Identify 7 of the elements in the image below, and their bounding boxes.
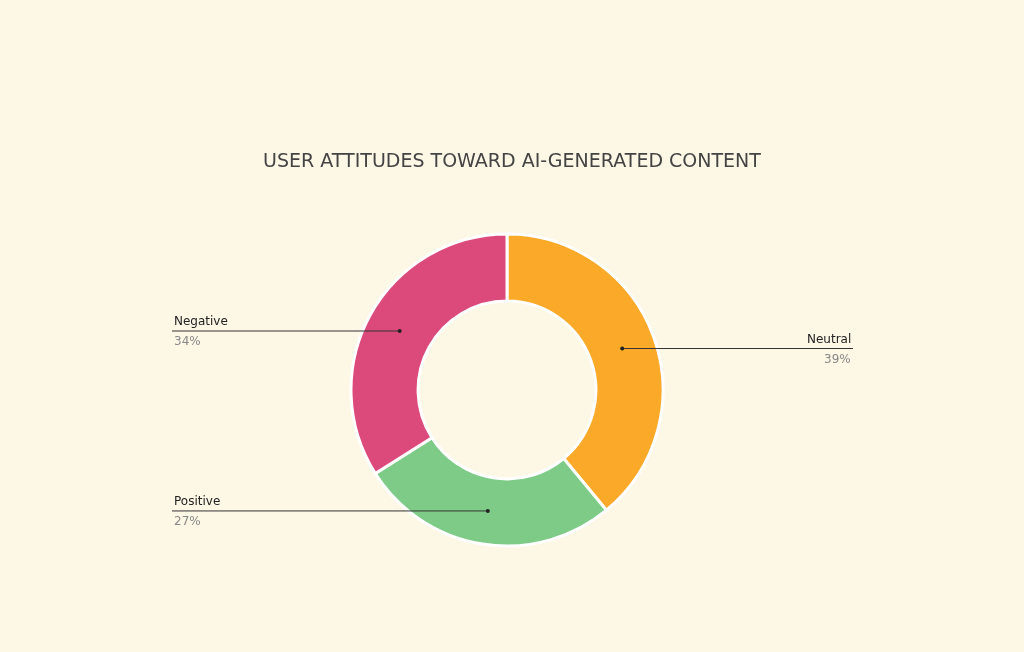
data-label: 39% <box>824 352 851 366</box>
chart-title: USER ATTITUDES TOWARD AI-GENERATED CONTENT <box>263 148 762 171</box>
data-label: 34% <box>174 334 201 348</box>
slice-label: Positive <box>174 494 221 508</box>
slice-label: Negative <box>174 314 228 328</box>
slice-label: Neutral <box>807 332 852 346</box>
data-label: 27% <box>174 514 201 528</box>
